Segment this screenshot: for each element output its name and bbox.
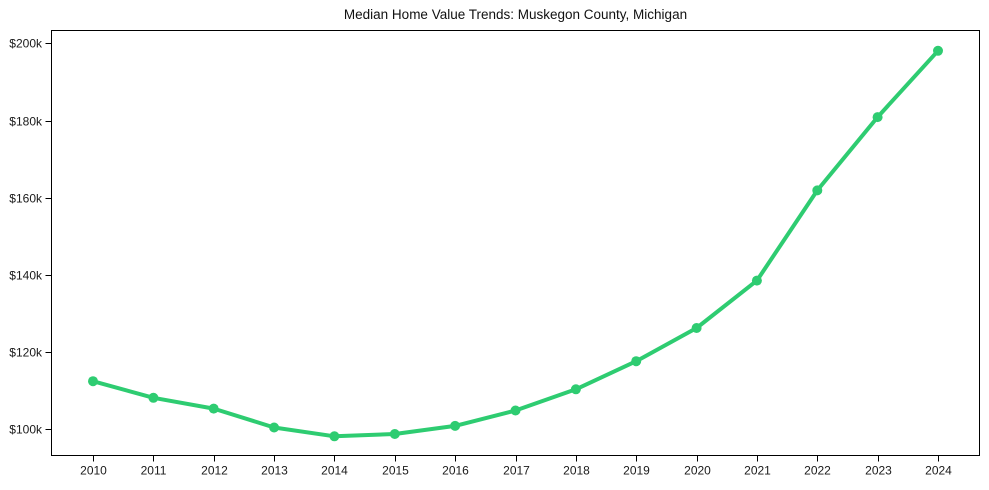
y-axis-tick-label: $180k — [9, 115, 43, 129]
x-axis-tick-label: 2024 — [925, 464, 952, 478]
x-axis-tick-label: 2011 — [141, 464, 167, 478]
data-point-marker — [691, 323, 702, 333]
data-point-marker — [751, 275, 762, 286]
x-axis-tick-label: 2010 — [80, 464, 107, 478]
data-point-marker — [329, 431, 340, 442]
data-point-marker — [450, 420, 461, 431]
data-point-marker — [510, 405, 521, 416]
x-axis-tick-label: 2017 — [503, 464, 530, 478]
data-point-marker — [872, 112, 883, 123]
y-axis-tick-label: $140k — [9, 269, 43, 283]
data-point-marker — [208, 403, 219, 414]
y-axis-tick-label: $100k — [9, 423, 43, 437]
x-axis-tick-label: 2019 — [623, 464, 650, 478]
data-point-marker — [88, 376, 98, 387]
y-axis-tick-label: $120k — [9, 346, 43, 360]
plot-border — [51, 30, 980, 456]
x-axis-tick-label: 2023 — [865, 464, 892, 478]
x-axis-tick-label: 2018 — [563, 464, 590, 478]
x-axis-tick-label: 2013 — [261, 464, 288, 478]
x-axis-tick-label: 2014 — [321, 464, 348, 478]
x-axis-tick-label: 2015 — [382, 464, 409, 478]
x-axis-tick-label: 2020 — [684, 464, 711, 478]
y-axis-tick-label: $200k — [9, 37, 43, 51]
data-point-marker — [269, 422, 280, 433]
x-axis-tick-label: 2012 — [201, 464, 228, 478]
data-point-marker — [812, 185, 823, 196]
data-point-marker — [148, 392, 159, 403]
y-axis-tick-label: $160k — [9, 192, 43, 206]
data-point-marker — [933, 45, 943, 56]
x-axis-tick-label: 2021 — [744, 464, 771, 478]
chart-title: Median Home Value Trends: Muskegon Count… — [343, 7, 688, 22]
data-point-marker — [389, 429, 400, 439]
data-point-marker — [570, 384, 581, 395]
x-axis-tick-label: 2016 — [442, 464, 469, 478]
data-point-marker — [631, 356, 642, 367]
x-axis-tick-label: 2022 — [804, 464, 831, 478]
